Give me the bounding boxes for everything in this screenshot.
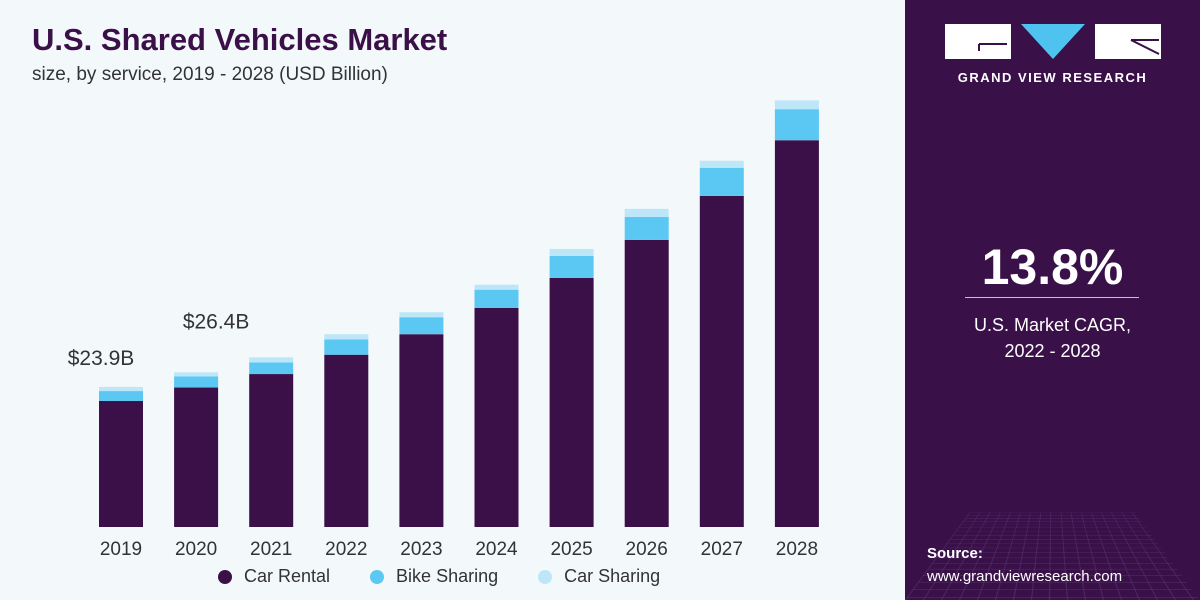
bar-car-sharing-2025 — [549, 248, 594, 256]
legend-swatch — [218, 569, 232, 584]
grand-view-research-logo — [945, 24, 1161, 59]
bar-bike-sharing-2021 — [249, 362, 294, 375]
bar-car-rental-2028 — [774, 140, 819, 528]
legend-label: Car Sharing — [564, 566, 661, 586]
legend-item-bike-sharing: Bike Sharing — [370, 566, 498, 587]
x-tick-label: 2022 — [325, 539, 367, 560]
chart-subtitle: size, by service, 2019 - 2028 (USD Billi… — [32, 64, 388, 85]
source-url[interactable]: www.grandviewresearch.com — [927, 568, 1123, 585]
bar-car-sharing-2024 — [474, 284, 519, 290]
bar-bike-sharing-2027 — [699, 167, 744, 196]
bar-car-rental-2022 — [324, 354, 369, 527]
source-label: Source: — [927, 545, 983, 562]
bar-car-rental-2020 — [174, 387, 219, 527]
bar-bike-sharing-2025 — [549, 255, 594, 278]
cagr-value: 13.8% — [981, 239, 1124, 295]
cagr-label-line-2: 2022 - 2028 — [1004, 341, 1101, 361]
cagr-label: U.S. Market CAGR, 2022 - 2028 — [905, 312, 1200, 364]
legend-swatch — [538, 569, 553, 584]
x-tick-label: 2020 — [175, 539, 217, 560]
bar-chart: 2019 $23.9B 2020 $26.4B 2021 2022 2023 2024 2025… — [68, 100, 819, 560]
bar-bike-sharing-2020 — [174, 376, 219, 388]
bar-car-rental-2019 — [99, 401, 143, 527]
legend-swatch — [370, 569, 385, 584]
legend-item-car-sharing: Car Sharing — [538, 566, 660, 587]
bar-bike-sharing-2019 — [99, 391, 143, 402]
legend: Car Rental Bike Sharing Car Sharing — [218, 566, 700, 587]
bar-bike-sharing-2028 — [774, 109, 819, 141]
bar-bike-sharing-2026 — [624, 217, 669, 240]
bar-car-rental-2027 — [699, 195, 744, 527]
legend-label: Car Rental — [244, 566, 331, 586]
x-tick-label: 2023 — [400, 539, 442, 560]
bar-car-rental-2026 — [624, 239, 669, 528]
bar-car-sharing-2027 — [699, 160, 744, 168]
bar-car-rental-2024 — [474, 307, 519, 527]
bar-car-rental-2025 — [549, 277, 594, 527]
x-tick-label: 2019 — [100, 539, 142, 560]
bar-car-sharing-2020 — [174, 372, 219, 377]
side-panel: GRAND VIEW RESEARCH 13.8% U.S. Market CA… — [905, 0, 1200, 600]
bar-car-rental-2021 — [249, 374, 294, 527]
x-tick-label: 2021 — [250, 539, 292, 560]
bar-car-sharing-2026 — [624, 208, 669, 218]
bar-car-sharing-2022 — [324, 334, 369, 340]
bar-car-sharing-2028 — [774, 100, 819, 110]
chart-title: U.S. Shared Vehicles Market — [32, 22, 448, 57]
bar-car-sharing-2019 — [99, 386, 143, 392]
x-tick-label: 2025 — [550, 539, 592, 560]
x-tick-label: 2027 — [701, 539, 743, 560]
data-label: $26.4B — [183, 310, 250, 333]
legend-label: Bike Sharing — [396, 566, 499, 586]
bar-bike-sharing-2024 — [474, 289, 519, 308]
divider — [965, 297, 1139, 298]
bar-bike-sharing-2023 — [399, 317, 444, 335]
legend-item-car-rental: Car Rental — [218, 566, 330, 587]
bar-bike-sharing-2022 — [324, 339, 369, 355]
x-tick-label: 2026 — [626, 539, 668, 560]
bar-car-sharing-2023 — [399, 312, 444, 318]
cagr-label-line-1: U.S. Market CAGR, — [973, 315, 1132, 335]
brand-name: GRAND VIEW RESEARCH — [957, 70, 1148, 85]
data-label: $23.9B — [68, 347, 135, 370]
x-tick-label: 2028 — [776, 539, 818, 560]
bar-car-sharing-2021 — [249, 357, 294, 363]
x-tick-label: 2024 — [475, 539, 518, 560]
bar-car-rental-2023 — [399, 334, 444, 527]
